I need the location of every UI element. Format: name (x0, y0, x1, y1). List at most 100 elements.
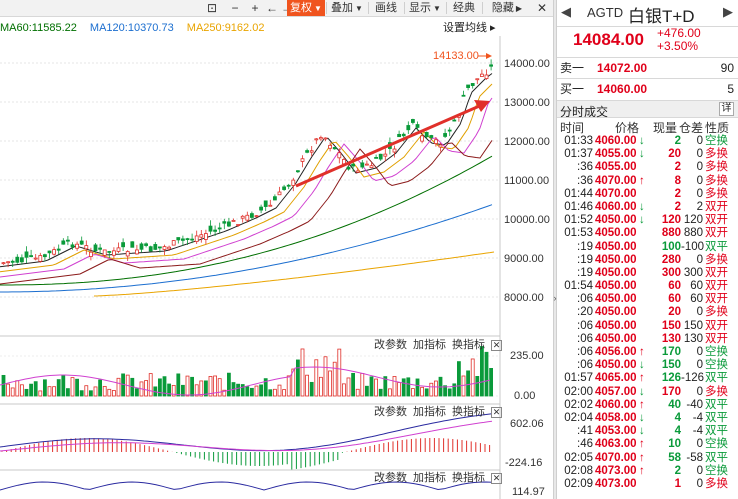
tick-nature: 多换 (705, 148, 728, 161)
tick-direction-icon: ↑ (639, 372, 645, 385)
ma-settings-button[interactable]: 设置均线 ▸ (443, 22, 496, 34)
tick-oi: 130 (683, 332, 703, 345)
candle-body (484, 74, 489, 79)
panel-divider[interactable] (553, 0, 557, 499)
tick-price: 4053.00 (595, 425, 637, 438)
grid-lines (0, 62, 500, 397)
tick-nature: 双平 (705, 398, 728, 411)
tick-time: 02:05 (564, 451, 593, 464)
classic-button[interactable]: 经典 (453, 2, 475, 14)
overlay-button[interactable]: 叠加 ▼ (331, 2, 363, 14)
macd-y-tick: 602.06 (510, 418, 544, 430)
lock-icon[interactable]: ⊡ (206, 1, 218, 15)
tick-price: 4050.00 (595, 332, 637, 345)
candle-body (208, 225, 213, 232)
candle-body (245, 214, 250, 221)
candle-body (70, 244, 75, 248)
switch-indicator-button[interactable]: 换指标 (452, 406, 485, 418)
modify-params-button[interactable]: 改参数 (374, 406, 407, 418)
modify-params-button[interactable]: 改参数 (374, 472, 407, 484)
close-icon[interactable]: ✕ (536, 1, 548, 15)
tick-direction-icon: ↓ (639, 214, 645, 227)
volume-bar (15, 380, 20, 397)
tick-row: 01:37 4055.00 ↓ 20 0 多换 (557, 148, 738, 161)
prev-instrument-icon[interactable]: ◀ (561, 4, 571, 19)
tick-oi: 0 (696, 174, 703, 187)
candle-body (291, 179, 296, 186)
ma10-line (0, 83, 493, 273)
volume-pane-tools: 改参数 加指标 换指标 ✕ (368, 339, 502, 352)
tick-oi: 0 (696, 438, 703, 451)
volume-bar (272, 388, 277, 397)
volume-bar (134, 388, 139, 397)
candle-body (332, 147, 337, 150)
buy1-label: 买一 (560, 82, 585, 96)
add-indicator-button[interactable]: 加指标 (413, 339, 446, 351)
tick-nature: 双平 (705, 425, 728, 438)
add-indicator-button[interactable]: 加指标 (413, 472, 446, 484)
instrument-code: AGTD (587, 5, 624, 20)
volume-bar (116, 377, 121, 397)
close-pane-icon[interactable]: ✕ (491, 340, 502, 351)
tick-price: 4073.00 (595, 477, 637, 490)
switch-indicator-button[interactable]: 换指标 (452, 339, 485, 351)
sell1-volume: 90 (720, 61, 734, 75)
candle-body (153, 244, 158, 250)
ma250-label: MA250:9162.02 (186, 22, 265, 34)
ma20-line (0, 97, 493, 278)
volume-bar (277, 384, 282, 397)
hide-button[interactable]: 隐藏 ▶ (491, 2, 523, 14)
tick-time: :46 (577, 438, 593, 451)
tick-row: 02:04 4058.00 ↓ 4 -4 双平 (557, 412, 738, 425)
collapse-handle-icon[interactable]: › (553, 293, 557, 303)
volume-bar (52, 386, 56, 397)
tick-oi: -4 (692, 425, 703, 438)
switch-indicator-button[interactable]: 换指标 (452, 472, 485, 484)
back-icon[interactable]: ← (266, 1, 278, 15)
candle-body (180, 238, 185, 241)
candle-body (378, 153, 383, 160)
change-percent: +3.50% (657, 39, 699, 53)
volume-bar (433, 380, 438, 397)
detail-button[interactable]: 详 (719, 102, 734, 116)
tick-nature: 多换 (705, 385, 728, 398)
candle-body (479, 73, 484, 77)
candle-body (489, 64, 494, 67)
tick-row: 01:44 4070.00 2 0 多换 (557, 188, 738, 201)
bottom-indicator-line (0, 481, 493, 491)
candle-body (107, 251, 112, 253)
tick-nature: 双平 (705, 451, 728, 464)
candle-body (328, 144, 333, 149)
tick-oi: -58 (686, 451, 703, 464)
display-button[interactable]: 显示 ▼ (409, 2, 441, 14)
tick-section-title: 分时成交 (560, 105, 609, 119)
change-value: +476.00 (657, 26, 701, 40)
y-tick: 14000.00 (504, 58, 550, 70)
volume-bar (29, 383, 34, 397)
tick-price: 4050.00 (595, 253, 637, 266)
tick-oi: -126 (681, 372, 705, 385)
kline-chart-area[interactable] (0, 36, 553, 499)
candle-body (102, 249, 107, 256)
close-pane-icon[interactable]: ✕ (491, 407, 502, 418)
fuquan-button[interactable]: 复权 ▼ (287, 0, 325, 16)
close-pane-icon[interactable]: ✕ (491, 473, 502, 484)
next-instrument-icon[interactable]: ▶ (723, 4, 733, 19)
candle-body (56, 248, 61, 251)
candle-body (130, 241, 135, 248)
tick-oi: 0 (696, 253, 703, 266)
tick-volume: 20 (668, 306, 681, 319)
ma30-line (0, 140, 493, 285)
volume-bar (456, 361, 461, 397)
candle-body (217, 227, 222, 230)
volume-bar (420, 386, 425, 397)
zoom-out-icon[interactable]: − (231, 1, 239, 15)
tick-direction-icon: ↓ (639, 200, 645, 213)
tick-list[interactable]: 01:33 4060.00 ↓ 2 0 空换 01:37 4055.00 ↓ 20 0 多换:36 40… (557, 135, 738, 491)
zoom-in-icon[interactable]: + (251, 1, 259, 15)
modify-params-button[interactable]: 改参数 (374, 339, 407, 351)
add-indicator-button[interactable]: 加指标 (413, 406, 446, 418)
draw-line-button[interactable]: 画线 (375, 2, 397, 14)
tick-volume: 10 (668, 438, 681, 451)
candle-body (194, 235, 199, 242)
